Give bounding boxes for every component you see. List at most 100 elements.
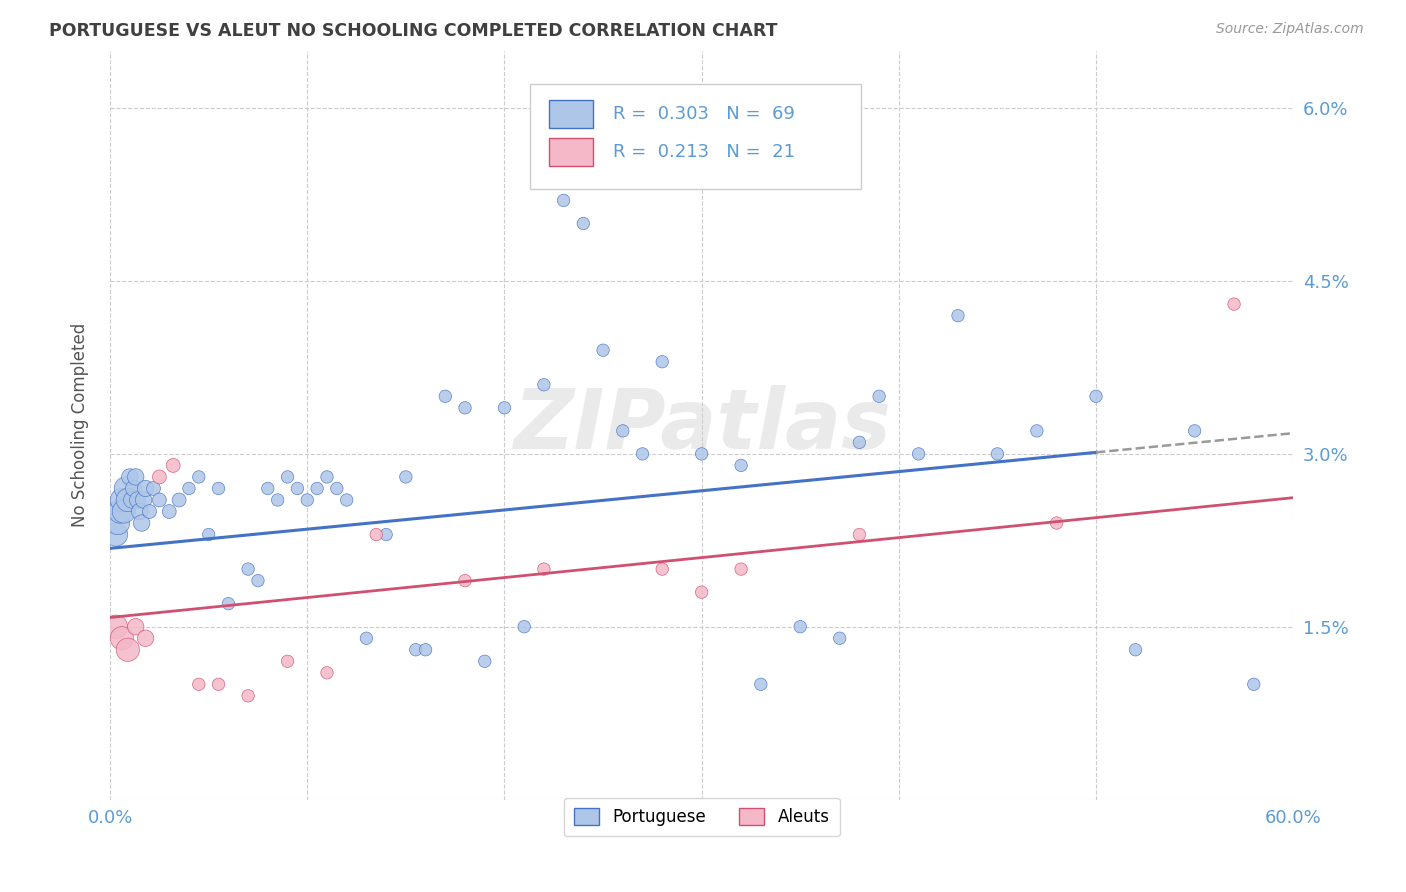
Point bbox=[612, 424, 634, 438]
FancyBboxPatch shape bbox=[548, 138, 593, 166]
Point bbox=[513, 620, 536, 634]
Point bbox=[651, 562, 673, 576]
Legend: Portuguese, Aleuts: Portuguese, Aleuts bbox=[564, 798, 839, 836]
Point bbox=[297, 493, 319, 508]
Point bbox=[148, 470, 170, 484]
Point bbox=[256, 482, 278, 496]
Point bbox=[117, 642, 139, 657]
Point bbox=[1025, 424, 1047, 438]
Point bbox=[326, 482, 349, 496]
Point bbox=[277, 470, 299, 484]
Point bbox=[162, 458, 184, 473]
Point bbox=[125, 620, 148, 634]
Point bbox=[868, 389, 890, 403]
Text: R =  0.213   N =  21: R = 0.213 N = 21 bbox=[613, 143, 794, 161]
Point bbox=[115, 482, 138, 496]
Point bbox=[125, 470, 148, 484]
Point bbox=[366, 527, 388, 541]
Point bbox=[356, 632, 378, 646]
Point bbox=[167, 493, 190, 508]
Point bbox=[207, 677, 229, 691]
Point bbox=[434, 389, 457, 403]
Point bbox=[572, 217, 595, 231]
Point bbox=[104, 527, 127, 541]
Point bbox=[127, 493, 149, 508]
Point bbox=[454, 401, 477, 415]
Point bbox=[533, 562, 555, 576]
Point bbox=[246, 574, 269, 588]
Point bbox=[848, 435, 870, 450]
Point bbox=[135, 482, 157, 496]
Point bbox=[135, 632, 157, 646]
Point bbox=[1085, 389, 1108, 403]
Point bbox=[946, 309, 969, 323]
Point bbox=[986, 447, 1008, 461]
Point bbox=[267, 493, 290, 508]
Point bbox=[112, 504, 135, 518]
Point bbox=[631, 447, 654, 461]
Point bbox=[111, 632, 134, 646]
Point bbox=[1125, 642, 1147, 657]
Point bbox=[307, 482, 329, 496]
Text: Source: ZipAtlas.com: Source: ZipAtlas.com bbox=[1216, 22, 1364, 37]
Point bbox=[454, 574, 477, 588]
Point bbox=[749, 677, 772, 691]
Point bbox=[553, 194, 575, 208]
Point bbox=[277, 654, 299, 668]
Point bbox=[138, 504, 160, 518]
Point bbox=[117, 493, 139, 508]
Point bbox=[789, 620, 811, 634]
Point bbox=[415, 642, 437, 657]
Point bbox=[187, 470, 209, 484]
Point bbox=[405, 642, 427, 657]
Point bbox=[336, 493, 359, 508]
Point bbox=[287, 482, 309, 496]
Point bbox=[848, 527, 870, 541]
Point bbox=[118, 470, 141, 484]
Point bbox=[236, 689, 259, 703]
Point bbox=[730, 458, 752, 473]
Point bbox=[236, 562, 259, 576]
Point bbox=[828, 632, 851, 646]
Point bbox=[592, 343, 614, 358]
Point bbox=[375, 527, 398, 541]
Text: ZIPatlas: ZIPatlas bbox=[513, 384, 890, 466]
Point bbox=[131, 516, 153, 530]
Point bbox=[148, 493, 170, 508]
Point bbox=[395, 470, 418, 484]
Point bbox=[107, 516, 129, 530]
Point bbox=[132, 493, 155, 508]
Point bbox=[142, 482, 165, 496]
Y-axis label: No Schooling Completed: No Schooling Completed bbox=[72, 323, 89, 527]
Point bbox=[1223, 297, 1246, 311]
Point bbox=[1045, 516, 1067, 530]
Text: PORTUGUESE VS ALEUT NO SCHOOLING COMPLETED CORRELATION CHART: PORTUGUESE VS ALEUT NO SCHOOLING COMPLET… bbox=[49, 22, 778, 40]
Point bbox=[187, 677, 209, 691]
Point bbox=[207, 482, 229, 496]
Point bbox=[108, 504, 131, 518]
Point bbox=[122, 482, 145, 496]
Point bbox=[1184, 424, 1206, 438]
FancyBboxPatch shape bbox=[530, 85, 862, 189]
Text: R =  0.303   N =  69: R = 0.303 N = 69 bbox=[613, 105, 794, 123]
Point bbox=[690, 447, 713, 461]
Point bbox=[157, 504, 180, 518]
Point bbox=[121, 493, 143, 508]
FancyBboxPatch shape bbox=[548, 101, 593, 128]
Point bbox=[1243, 677, 1265, 691]
Point bbox=[111, 493, 134, 508]
Point bbox=[177, 482, 200, 496]
Point bbox=[690, 585, 713, 599]
Point bbox=[730, 562, 752, 576]
Point bbox=[316, 470, 339, 484]
Point bbox=[533, 377, 555, 392]
Point bbox=[907, 447, 929, 461]
Point bbox=[651, 355, 673, 369]
Point bbox=[474, 654, 496, 668]
Point bbox=[316, 665, 339, 680]
Point bbox=[128, 504, 150, 518]
Point bbox=[104, 620, 127, 634]
Point bbox=[494, 401, 516, 415]
Point bbox=[197, 527, 219, 541]
Point bbox=[217, 597, 239, 611]
